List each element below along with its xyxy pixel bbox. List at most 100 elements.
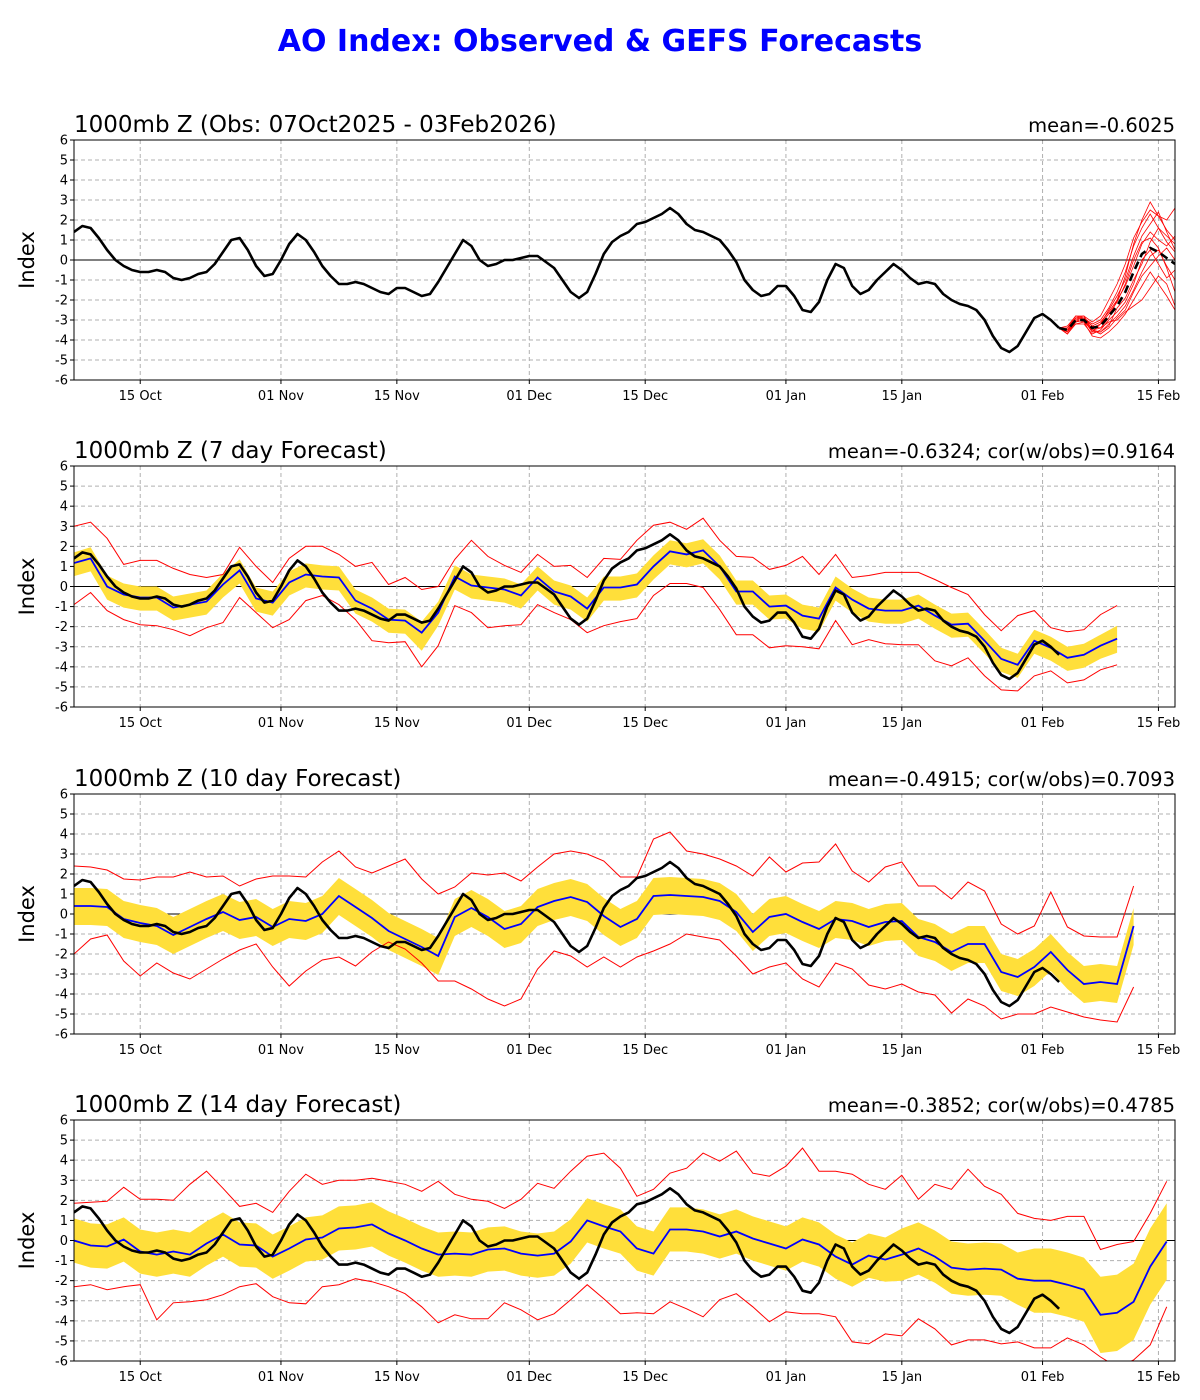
y-tick-label: -4: [55, 334, 68, 349]
panel-title: 1000mb Z (7 day Forecast): [74, 438, 387, 464]
y-tick-label: -5: [55, 1334, 68, 1349]
y-tick-label: -2: [55, 1274, 68, 1289]
panel-1: -6 -5 -4 -3 -2 -1 0 1 2 3 4 5 6 15 Oct 01 Nov 15 Nov 01 …: [15, 112, 1180, 404]
axes-frame: [73, 1119, 1176, 1362]
x-tick-label: 01 Jan: [766, 389, 807, 404]
y-tick-label: 2: [60, 1194, 68, 1209]
y-tick-label: -5: [55, 680, 68, 695]
x-tick-label: 15 Feb: [1137, 389, 1181, 404]
y-tick-label: -3: [55, 314, 68, 329]
ensemble-max-line: [74, 1147, 1168, 1251]
panel-stats: mean=-0.4915; cor(w/obs)=0.7093: [828, 768, 1175, 791]
x-tick-label: 15 Dec: [622, 716, 668, 731]
x-tick-label: 15 Nov: [374, 716, 420, 731]
x-tick-label: 01 Dec: [506, 389, 552, 404]
y-tick-label: 2: [60, 214, 68, 229]
ensemble-member-line: [1059, 275, 1175, 331]
plot-area: [74, 201, 1175, 354]
x-tick-label: 15 Oct: [119, 1370, 162, 1385]
x-tick-label: 01 Feb: [1021, 389, 1065, 404]
plot-area: [74, 1147, 1168, 1361]
x-tick-label: 15 Jan: [881, 1370, 922, 1385]
x-tick-label: 01 Nov: [258, 1043, 304, 1058]
y-tick-label: -3: [55, 968, 68, 983]
y-tick-label: -3: [55, 640, 68, 655]
ensemble-min-line: [74, 1278, 1168, 1361]
x-tick-label: 15 Jan: [881, 1043, 922, 1058]
y-tick-label: -2: [55, 620, 68, 635]
y-tick-label: 1: [60, 1214, 68, 1229]
panel-3: -6 -5 -4 -3 -2 -1 0 1 2 3 4 5 6 15 Oct 01 Nov 15 Nov 01 …: [15, 766, 1180, 1058]
x-tick-label: 15 Jan: [881, 716, 922, 731]
ensemble-max-line: [74, 831, 1135, 938]
y-tick-label: -1: [55, 274, 68, 289]
y-tick-label: 2: [60, 540, 68, 555]
figure-title: AO Index: Observed & GEFS Forecasts: [278, 24, 922, 59]
y-tick-label: -6: [55, 374, 68, 389]
plot-area: [74, 517, 1118, 692]
y-tick-label: 6: [60, 788, 68, 803]
axes-frame: [73, 465, 1176, 708]
y-tick-label: 6: [60, 1114, 68, 1129]
y-tick-label: 5: [60, 1134, 68, 1149]
x-tick-label: 15 Oct: [119, 389, 162, 404]
y-tick-label: -1: [55, 600, 68, 615]
axes-frame: [73, 139, 1176, 381]
observed-line: [74, 206, 1061, 354]
y-tick-label: 3: [60, 848, 68, 863]
x-tick-label: 01 Dec: [506, 1370, 552, 1385]
ensemble-member-line: [1059, 207, 1175, 329]
y-tick-label: -5: [55, 354, 68, 369]
panel-title: 1000mb Z (Obs: 07Oct2025 - 03Feb2026): [74, 112, 557, 138]
y-tick-label: 3: [60, 194, 68, 209]
x-tick-label: 01 Dec: [506, 1043, 552, 1058]
panel-stats: mean=-0.6324; cor(w/obs)=0.9164: [828, 440, 1175, 463]
observed-line: [74, 1187, 1061, 1335]
ensemble-member-line: [1059, 249, 1175, 335]
ensemble-mean-line: [74, 894, 1135, 985]
x-tick-label: 15 Feb: [1137, 716, 1181, 731]
y-tick-label: 1: [60, 234, 68, 249]
y-tick-label: 0: [60, 908, 68, 923]
ensemble-max-line: [74, 517, 1118, 633]
ensemble-member-line: [1058, 211, 1175, 335]
x-tick-label: 15 Oct: [119, 1043, 162, 1058]
y-tick-label: -5: [55, 1008, 68, 1023]
plot-area: [74, 831, 1135, 1023]
x-tick-label: 15 Dec: [622, 1043, 668, 1058]
y-tick-label: 2: [60, 868, 68, 883]
y-tick-label: -6: [55, 1028, 68, 1043]
y-tick-label: -4: [55, 988, 68, 1003]
y-tick-label: -4: [55, 1314, 68, 1329]
panel-stats: mean=-0.6025: [1028, 114, 1175, 137]
y-tick-label: 3: [60, 1174, 68, 1189]
y-tick-label: 5: [60, 808, 68, 823]
x-tick-label: 15 Dec: [622, 1370, 668, 1385]
y-tick-label: -4: [55, 660, 68, 675]
y-tick-label: 4: [60, 828, 68, 843]
x-tick-label: 15 Feb: [1137, 1370, 1181, 1385]
panel-2: -6 -5 -4 -3 -2 -1 0 1 2 3 4 5 6 15 Oct 01 Nov 15 Nov 01 …: [15, 438, 1180, 731]
ensemble-spread-band: [74, 877, 1134, 1003]
y-axis-label: Index: [15, 231, 39, 289]
observed-line: [74, 860, 1061, 1008]
x-tick-label: 01 Feb: [1021, 1043, 1065, 1058]
x-tick-label: 15 Feb: [1137, 1043, 1181, 1058]
ensemble-min-line: [74, 933, 1135, 1023]
axes-frame: [73, 793, 1176, 1035]
y-tick-label: 6: [60, 134, 68, 149]
x-tick-label: 01 Nov: [258, 1370, 304, 1385]
y-tick-label: 4: [60, 174, 68, 189]
x-tick-label: 01 Jan: [766, 1043, 807, 1058]
x-tick-label: 15 Nov: [374, 1370, 420, 1385]
y-tick-label: 1: [60, 888, 68, 903]
x-tick-label: 01 Jan: [766, 716, 807, 731]
y-tick-label: 6: [60, 460, 68, 475]
x-tick-label: 01 Feb: [1021, 716, 1065, 731]
y-tick-label: -3: [55, 1294, 68, 1309]
panel-stats: mean=-0.3852; cor(w/obs)=0.4785: [828, 1094, 1175, 1117]
y-axis-label: Index: [15, 558, 39, 616]
ensemble-spread-band: [74, 539, 1118, 678]
